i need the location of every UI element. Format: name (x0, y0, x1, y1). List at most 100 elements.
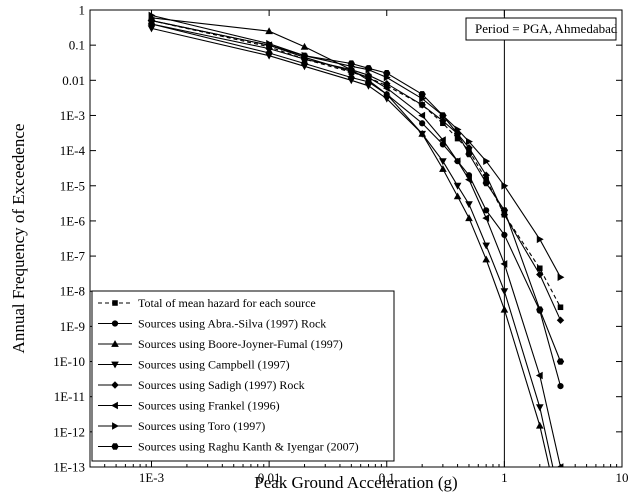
data-point (557, 383, 564, 390)
legend-item: Sources using Frankel (1996) (98, 399, 280, 413)
data-point (500, 207, 509, 214)
y-tick-label: 1 (79, 3, 86, 18)
y-tick-label: 1E-6 (60, 213, 86, 228)
x-tick-label: 1E-3 (139, 470, 164, 485)
data-point (535, 371, 543, 380)
y-tick-label: 1E-8 (60, 284, 85, 299)
data-point (500, 260, 508, 268)
legend-marker (111, 381, 119, 389)
data-point (465, 175, 472, 184)
data-point (453, 130, 462, 137)
series-line (151, 23, 562, 321)
data-point (500, 305, 509, 313)
y-tick-label: 1E-9 (60, 319, 85, 334)
x-tick-label: 10 (616, 470, 629, 485)
series-5 (147, 20, 565, 324)
data-point (557, 304, 564, 311)
x-tick-label: 0.1 (379, 470, 395, 485)
data-point (482, 171, 490, 179)
series-4 (147, 25, 554, 467)
data-point (439, 112, 447, 119)
legend-label: Sources using Abra.-Silva (1997) Rock (138, 317, 326, 331)
legend-item: Sources using Abra.-Silva (1997) Rock (98, 317, 326, 331)
annotation-text: Period = PGA, Ahmedabad (475, 21, 618, 36)
data-point (501, 231, 508, 239)
legend-item: Sources using Toro (1997) (98, 419, 265, 433)
data-point (482, 214, 490, 222)
series-line (151, 23, 562, 387)
legend-item: Sources using Sadigh (1997) Rock (98, 378, 305, 392)
axis-ticks: 1E-3 0.01 0.1 1 10 1 0.1 0.01 1E-3 1E-4 1E-5 1E-6 1E… (53, 3, 628, 486)
series-line (151, 27, 554, 467)
y-tick-label: 0.01 (62, 73, 85, 88)
data-point (418, 111, 426, 120)
data-point (465, 150, 473, 158)
data-point (500, 210, 509, 219)
data-point (482, 242, 491, 250)
annotation-box: Period = PGA, Ahmedabad (465, 17, 618, 41)
data-point (364, 73, 372, 82)
series-7 (148, 11, 565, 282)
series-line (151, 20, 561, 308)
data-point (482, 255, 491, 263)
y-tick-label: 1E-13 (53, 460, 85, 475)
x-tick-label: 0.01 (258, 470, 281, 485)
legend-marker (111, 361, 119, 369)
data-point (501, 181, 509, 190)
data-point (382, 95, 391, 103)
series-line (151, 20, 562, 362)
legend-label: Sources using Frankel (1996) (138, 399, 280, 413)
data-point (265, 27, 273, 35)
data-point (265, 52, 273, 60)
data-point (347, 77, 356, 85)
y-tick-label: 1E-12 (53, 424, 85, 439)
legend-label: Total of mean hazard for each source (138, 296, 316, 310)
legend-marker (111, 320, 119, 327)
data-point (536, 270, 544, 279)
data-point (483, 157, 491, 166)
data-point (438, 136, 446, 144)
series-8 (147, 17, 565, 365)
data-point (418, 130, 427, 138)
data-point (500, 288, 509, 296)
series-line (151, 17, 550, 467)
legend: Total of mean hazard for each source Sour… (91, 290, 395, 462)
data-point (537, 265, 543, 272)
y-tick-label: 1E-5 (60, 178, 85, 193)
data-point (347, 60, 355, 67)
y-tick-label: 1E-10 (53, 354, 85, 369)
legend-item: Sources using Boore-Joyner-Fumal (1997) (98, 337, 343, 351)
data-point (557, 273, 565, 282)
data-point (465, 137, 473, 146)
data-point (147, 17, 156, 24)
data-point (439, 117, 447, 125)
y-tick-label: 0.1 (69, 38, 85, 53)
data-point (556, 316, 565, 324)
legend-marker (111, 340, 119, 347)
x-tick-label: 1 (501, 470, 508, 485)
data-point (364, 82, 373, 90)
data-point (418, 101, 426, 109)
legend-label: Sources using Toro (1997) (138, 419, 265, 433)
data-point (483, 207, 490, 214)
data-point (300, 52, 309, 59)
data-point (419, 120, 426, 127)
y-tick-label: 1E-3 (60, 108, 85, 123)
data-point (536, 306, 544, 313)
data-point (347, 67, 355, 76)
data-point (465, 214, 473, 222)
data-point (535, 421, 544, 429)
data-point (556, 358, 565, 365)
y-tick-label: 1E-4 (60, 143, 86, 158)
data-point (465, 201, 473, 209)
plot-area-frame (89, 9, 623, 468)
data-point (364, 65, 373, 72)
y-tick-label: 1E-11 (54, 389, 85, 404)
series-1 (148, 17, 564, 311)
legend-label: Sources using Boore-Joyner-Fumal (1997) (138, 337, 343, 351)
legend-label: Sources using Campbell (1997) (138, 358, 290, 372)
legend-marker (112, 300, 118, 306)
data-point (439, 158, 447, 166)
data-point (453, 157, 461, 166)
data-point (300, 63, 309, 71)
